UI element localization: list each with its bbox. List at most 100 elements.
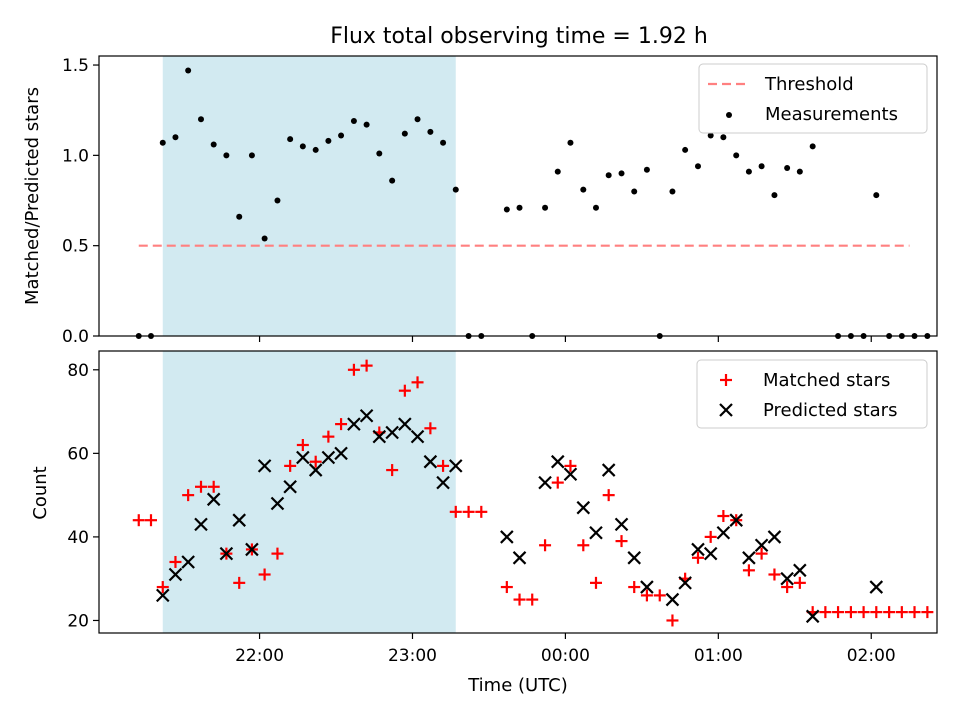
predicted-star-point (347, 417, 361, 431)
measurement-points (135, 67, 931, 339)
measurement-point (605, 172, 612, 179)
measurement-point (682, 146, 689, 153)
matched-star-point (437, 459, 450, 472)
measurement-point (248, 152, 255, 159)
count-y-tick-label: 40 (67, 528, 89, 548)
measurement-point (172, 134, 179, 141)
predicted-star-point (245, 542, 259, 557)
predicted-legend-label: Predicted stars (763, 400, 897, 421)
matched-star-point (449, 505, 462, 518)
predicted-star-point (678, 576, 692, 590)
measurement-point (707, 132, 714, 139)
matched-star-point (513, 593, 526, 606)
predicted-star-point (550, 454, 565, 469)
predicted-star-point (716, 525, 731, 540)
ratio-y-ticks: 0.0 0.5 1.0 1.5 (62, 56, 99, 347)
measurement-point (784, 165, 791, 171)
predicted-star-point (805, 609, 820, 624)
predicted-star-point (614, 517, 629, 532)
matched-star-point (462, 505, 475, 518)
matched-star-point (194, 480, 207, 493)
matched-star-point (360, 359, 373, 372)
matched-star-point (564, 459, 577, 472)
predicted-star-point (219, 546, 234, 561)
observing-window-shade-bottom (162, 351, 456, 633)
predicted-star-point (703, 546, 718, 561)
predicted-star-point (385, 425, 399, 440)
matched-star-point (132, 514, 145, 527)
measurement-point (236, 213, 243, 220)
ratio-legend: Threshold Measurements (698, 63, 928, 134)
matched-star-point (526, 593, 539, 606)
predicted-star-point (423, 454, 438, 469)
predicted-star-point (589, 525, 603, 540)
measurement-point (427, 128, 434, 135)
matched-star-point (475, 505, 488, 518)
predicted-star-point (359, 408, 374, 423)
matched-star-point (258, 568, 271, 581)
predicted-star-point (767, 530, 782, 544)
matched-star-point (704, 530, 717, 543)
matched-star-point (755, 547, 768, 560)
matched-star-point (602, 489, 615, 502)
measurement-point (592, 204, 599, 211)
matched-star-point (921, 606, 934, 619)
matched-star-point (309, 455, 322, 468)
matched-star-point (819, 606, 832, 619)
count-x-tick-label: 02:00 (847, 646, 896, 666)
threshold-legend-label: Threshold (764, 74, 854, 95)
predicted-star-point (601, 463, 616, 477)
predicted-star-points (155, 408, 884, 624)
matched-star-point (424, 422, 437, 435)
measurement-point (312, 146, 319, 153)
predicted-star-point (691, 542, 705, 557)
matched-star-point (883, 606, 896, 619)
matched-star-point (793, 576, 806, 589)
predicted-star-point (206, 492, 221, 507)
predicted-star-point (780, 571, 794, 586)
ratio-x-ticks (258, 336, 872, 342)
measurement-point (631, 188, 638, 195)
matched-star-point (615, 535, 628, 548)
predicted-star-point (270, 496, 285, 511)
measurement-point (758, 163, 765, 170)
matched-star-point (233, 576, 246, 589)
predicted-star-point (640, 580, 654, 594)
matched-star-point (857, 606, 870, 619)
measurement-point (414, 116, 421, 123)
matched-star-point (144, 514, 157, 527)
measurement-point (796, 168, 803, 175)
measurement-point (580, 186, 587, 193)
predicted-star-point (729, 513, 743, 527)
matched-star-point (577, 539, 590, 552)
measurement-point (542, 204, 549, 211)
measurement-point (389, 177, 396, 184)
predicted-star-point (576, 500, 591, 515)
matched-star-point (717, 510, 730, 523)
predicted-star-point (869, 580, 884, 594)
matched-star-point (666, 614, 679, 627)
ratio-y-tick-label: 1.0 (62, 146, 89, 166)
predicted-star-point (500, 530, 514, 544)
measurement-point (503, 206, 510, 213)
matched-star-point (691, 551, 704, 564)
predicted-star-point (512, 551, 527, 565)
measurement-point (745, 168, 752, 175)
measurement-point (643, 166, 650, 173)
predicted-star-point (321, 450, 336, 465)
measurement-point (325, 137, 332, 144)
predicted-star-point (334, 446, 348, 461)
measurement-point (618, 170, 625, 177)
predicted-star-point (410, 429, 425, 444)
matched-star-point (335, 418, 348, 431)
matched-star-point (411, 376, 424, 389)
measurement-point (554, 168, 561, 175)
predicted-star-point (665, 592, 680, 607)
matched-star-point (169, 555, 182, 568)
measurement-point (720, 134, 727, 141)
ratio-y-tick-label: 1.5 (62, 56, 89, 76)
matched-star-point (653, 589, 666, 602)
matched-star-point (347, 363, 360, 376)
measurement-point (873, 192, 880, 199)
matched-star-point (781, 581, 794, 594)
